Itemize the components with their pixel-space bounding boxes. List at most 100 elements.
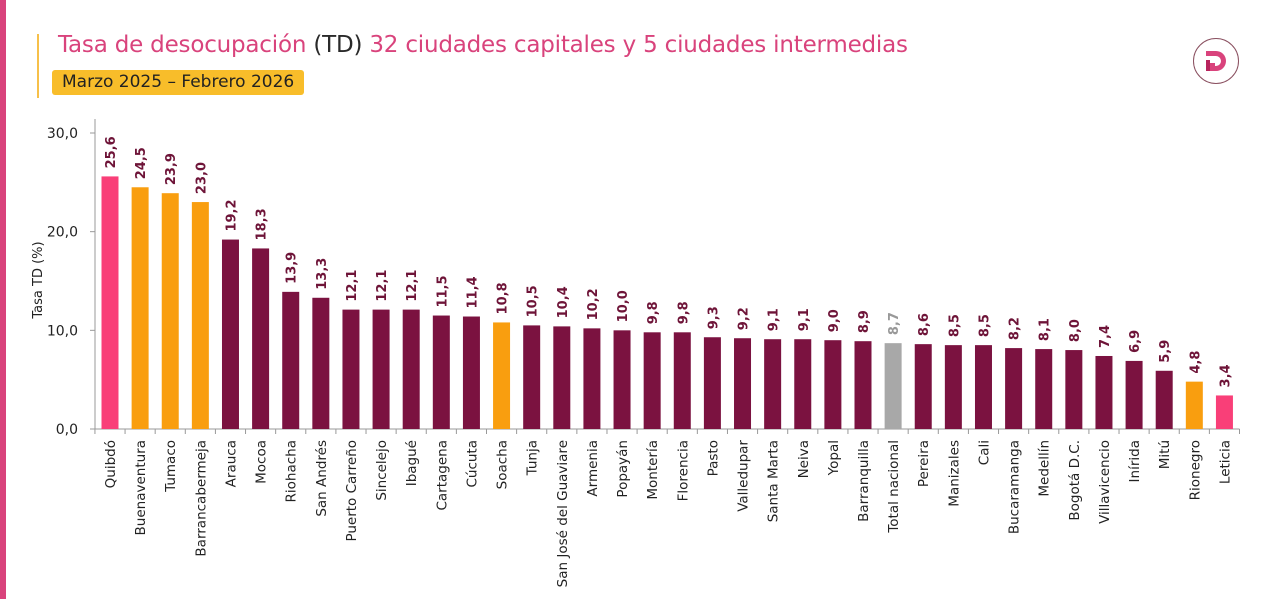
chart-title: Tasa de desocupación (TD) 32 ciudades ca… [58, 32, 908, 58]
bar [523, 325, 541, 429]
value-label: 8,1 [1038, 318, 1053, 341]
value-label: 9,0 [827, 309, 842, 332]
d-logo-glyph [1206, 51, 1226, 71]
value-label: 8,0 [1068, 319, 1083, 342]
category-label: Pereira [916, 440, 932, 487]
value-label: 11,4 [465, 276, 480, 308]
category-label: Mocoa [254, 440, 270, 484]
category-label: Medellín [1037, 440, 1053, 497]
value-label: 25,6 [104, 136, 119, 168]
bar [794, 339, 812, 429]
category-label: Armenia [585, 440, 601, 497]
bar [914, 344, 932, 429]
value-label: 23,9 [164, 153, 179, 185]
title-scope: 32 ciudades capitales y 5 ciudades inter… [369, 32, 908, 58]
category-label: Bogotá D.C. [1067, 440, 1083, 521]
value-label: 8,5 [947, 314, 962, 337]
category-label: Rionegro [1187, 440, 1203, 500]
value-label: 13,3 [315, 258, 330, 290]
category-label: Tunja [525, 440, 541, 476]
bar [462, 316, 480, 429]
value-label: 12,1 [405, 270, 420, 302]
value-label: 11,5 [435, 275, 450, 307]
bar [312, 297, 330, 429]
bar [372, 309, 390, 429]
bar [1155, 370, 1173, 429]
bar [854, 341, 872, 429]
bar [553, 326, 571, 429]
category-label: Pasto [705, 440, 721, 476]
value-label: 8,7 [887, 312, 902, 335]
category-label: San Andrés [314, 440, 330, 517]
y-tick-label: 10,0 [47, 323, 78, 339]
category-label: Cúcuta [464, 440, 480, 488]
category-label: Soacha [495, 440, 511, 489]
value-label: 19,2 [224, 199, 239, 231]
value-label: 13,9 [285, 252, 300, 284]
category-label: Cali [976, 440, 992, 465]
category-label: Bucaramanga [1007, 440, 1023, 534]
title-abbrev: (TD) [313, 32, 363, 58]
y-axis-label: Tasa TD (%) [31, 241, 46, 319]
bar [613, 330, 631, 429]
value-label: 24,5 [134, 147, 149, 179]
bar [703, 337, 721, 429]
bar [1095, 355, 1113, 429]
bar [1065, 350, 1083, 429]
bar [1005, 348, 1023, 429]
category-label: Montería [645, 440, 661, 500]
value-label: 8,5 [977, 314, 992, 337]
bar [191, 202, 209, 429]
bar [252, 248, 270, 429]
category-label: Arauca [223, 440, 239, 487]
category-label: Mitú [1157, 440, 1173, 469]
category-label: Quibdó [103, 440, 119, 488]
y-tick-label: 30,0 [47, 126, 78, 142]
bar [824, 340, 842, 429]
y-tick-label: 20,0 [47, 225, 78, 241]
category-label: Inírida [1127, 440, 1143, 482]
value-label: 10,2 [586, 288, 601, 320]
bar [493, 322, 511, 429]
value-label: 3,4 [1218, 364, 1233, 387]
value-label: 10,5 [526, 285, 541, 317]
category-label: Florencia [675, 440, 691, 501]
value-label: 12,1 [375, 270, 390, 302]
title-main: Tasa de desocupación [58, 32, 307, 58]
category-label: Barrancabermeja [193, 440, 209, 557]
value-label: 8,2 [1008, 317, 1023, 340]
value-label: 23,0 [194, 162, 209, 194]
bar [1215, 395, 1233, 429]
bar [131, 187, 149, 429]
bar [673, 332, 691, 429]
category-label: Puerto Carreño [344, 440, 360, 542]
value-label: 8,9 [857, 310, 872, 333]
value-label: 10,4 [556, 286, 571, 318]
category-label: Tumaco [163, 440, 179, 493]
value-label: 9,8 [646, 301, 661, 324]
value-label: 9,2 [737, 307, 752, 330]
title-accent-bar [37, 34, 39, 98]
category-label: Total nacional [886, 440, 902, 534]
bar [1185, 381, 1203, 429]
bar [432, 315, 450, 429]
bar [1035, 349, 1053, 429]
bar [402, 309, 420, 429]
category-label: Leticia [1217, 440, 1233, 484]
value-label: 10,8 [496, 282, 511, 314]
category-label: San José del Guaviare [555, 440, 571, 587]
y-tick-label: 0,0 [56, 422, 78, 438]
bar [583, 328, 601, 429]
bar [643, 332, 661, 429]
category-label: Riohacha [284, 440, 300, 502]
value-label: 6,9 [1128, 330, 1143, 353]
category-label: Manizales [946, 440, 962, 507]
bar [884, 343, 902, 429]
bars [101, 176, 1233, 429]
category-label: Yopal [826, 440, 842, 476]
category-label: Sincelejo [374, 440, 390, 501]
category-label: Valledupar [736, 440, 752, 512]
d-logo-icon [1193, 38, 1239, 84]
bar [342, 309, 360, 429]
